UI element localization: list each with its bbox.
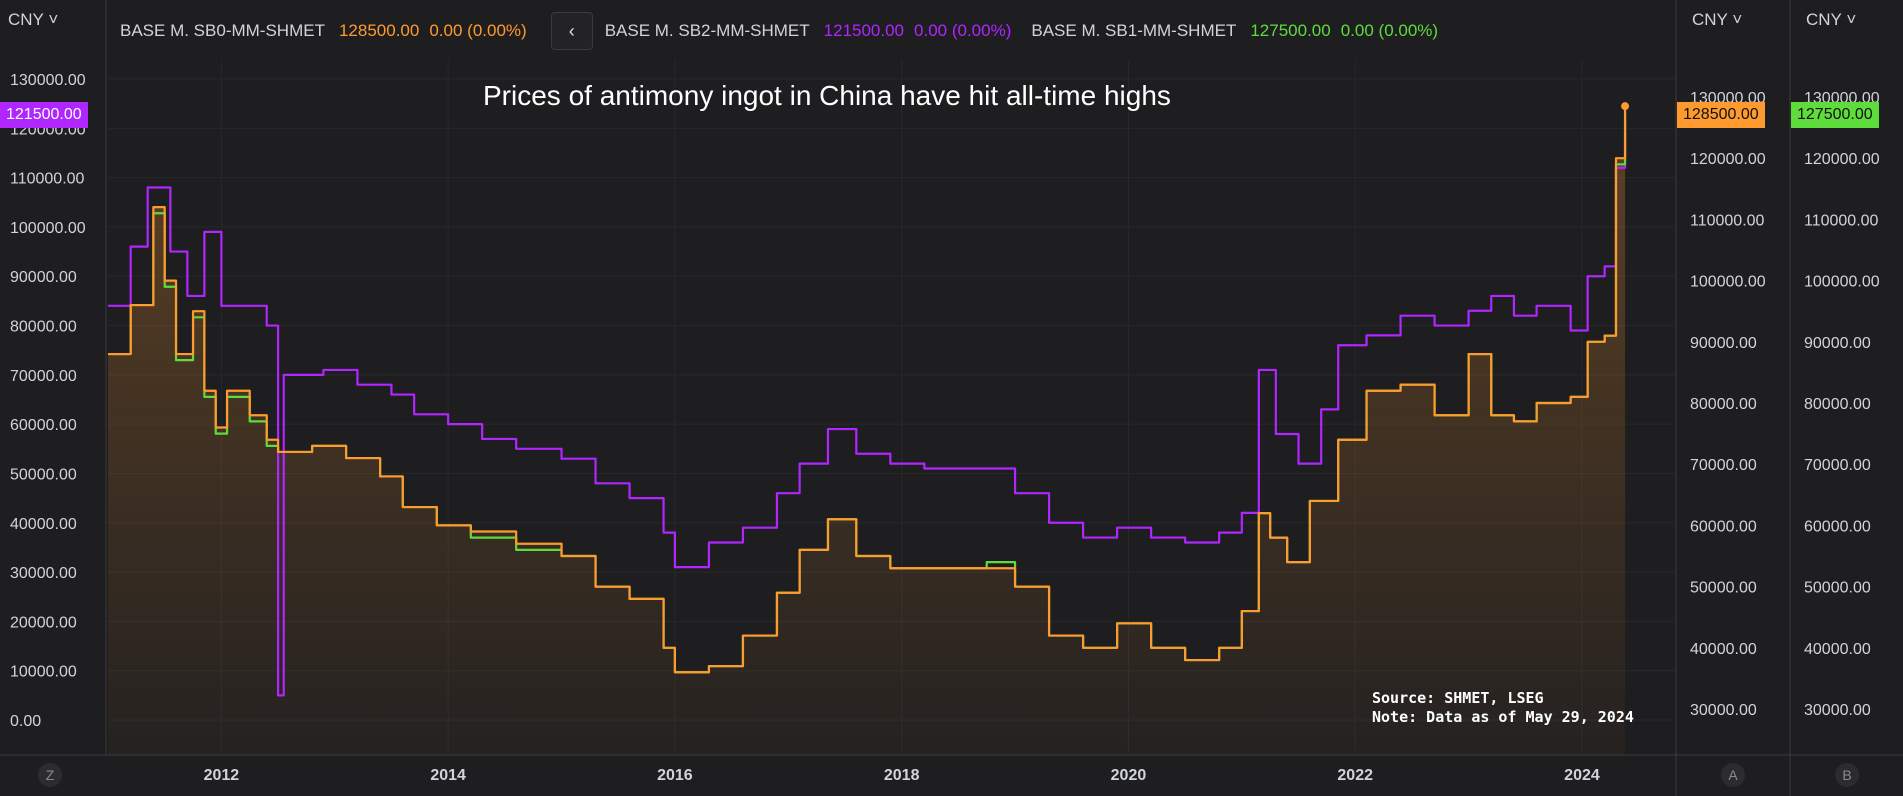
zoom-reset-button[interactable]: Z <box>38 763 62 787</box>
right-axis-a-tick-label: 70000.00 <box>1690 457 1757 474</box>
currency-selector-left[interactable]: CNY ˅ <box>8 10 58 30</box>
right-axis-b-tick-label: 50000.00 <box>1804 580 1871 597</box>
right-axis-b-tick-label: 60000.00 <box>1804 518 1871 535</box>
chevron-down-icon: ˅ <box>1732 10 1743 29</box>
x-axis-tick-label: 2020 <box>1111 767 1147 784</box>
currency-selector-right-b[interactable]: CNY ˅ <box>1806 10 1856 30</box>
x-axis-tick-label: 2022 <box>1337 767 1373 784</box>
right-axis-b-tick-label: 110000.00 <box>1804 212 1879 229</box>
legend-change-sb2: 0.00 (0.00%) <box>914 21 1012 40</box>
right-axis-b-tick-label: 90000.00 <box>1804 335 1871 352</box>
left-axis-tick-label: 50000.00 <box>10 466 77 483</box>
right-axis-a-tick-label: 60000.00 <box>1690 518 1757 535</box>
series-legend: BASE M. SB0-MM-SHMET 128500.00 0.00 (0.0… <box>120 10 1458 52</box>
left-axis-tick-label: 130000.00 <box>10 72 86 89</box>
left-axis-tick-label: 10000.00 <box>10 664 77 681</box>
currency-label: CNY <box>1806 10 1842 29</box>
last-price-badge-right-b: 127500.00 <box>1791 102 1879 128</box>
legend-price-sb0: 128500.00 <box>338 21 420 40</box>
right-axis-a-tick-label: 110000.00 <box>1690 212 1765 229</box>
last-price-badge-right-a: 128500.00 <box>1677 102 1765 128</box>
right-axis-a-tick-label: 50000.00 <box>1690 580 1757 597</box>
auto-scale-button-b[interactable]: B <box>1835 763 1859 787</box>
left-axis-tick-label: 90000.00 <box>10 269 77 286</box>
x-axis-tick-label: 2014 <box>430 767 466 784</box>
left-axis-tick-label: 0.00 <box>10 713 41 730</box>
last-price-badge-left: 121500.00 <box>0 102 88 128</box>
right-axis-b-tick-label: 120000.00 <box>1804 151 1880 168</box>
legend-change-sb0: 0.00 (0.00%) <box>429 21 527 40</box>
area-fill-sb0 <box>108 106 1626 756</box>
x-axis-tick-label: 2016 <box>657 767 693 784</box>
left-axis-tick-label: 40000.00 <box>10 516 77 533</box>
legend-price-sb2: 121500.00 <box>823 21 905 40</box>
right-axis-a-tick-label: 80000.00 <box>1690 396 1757 413</box>
right-axis-b-tick-label: 40000.00 <box>1804 641 1871 658</box>
last-point-marker <box>1621 102 1630 111</box>
auto-scale-button-a[interactable]: A <box>1721 763 1745 787</box>
legend-price-sb1: 127500.00 <box>1250 21 1331 40</box>
chevron-down-icon: ˅ <box>1846 10 1857 29</box>
x-axis-tick-label: 2024 <box>1564 767 1600 784</box>
chevron-left-icon[interactable]: ‹ <box>550 12 593 50</box>
legend-change-sb1: 0.00 (0.00%) <box>1340 21 1439 40</box>
chevron-down-icon: ˅ <box>48 10 59 29</box>
currency-label: CNY <box>1692 10 1728 29</box>
source-note: Source: SHMET, LSEG <box>1372 689 1544 707</box>
currency-selector-right-a[interactable]: CNY ˅ <box>1692 10 1742 30</box>
right-axis-b-tick-label: 100000.00 <box>1804 274 1880 291</box>
right-axis-a-tick-label: 90000.00 <box>1690 335 1757 352</box>
series-line-sb2-mm-shmet <box>108 120 1627 697</box>
legend-name-sb0: BASE M. SB0-MM-SHMET <box>120 21 325 40</box>
left-axis-tick-label: 20000.00 <box>10 614 77 631</box>
currency-label: CNY <box>8 10 44 29</box>
chart-title: Prices of antimony ingot in China have h… <box>483 80 1171 111</box>
date-note: Note: Data as of May 29, 2024 <box>1372 708 1634 726</box>
legend-name-sb1: BASE M. SB1-MM-SHMET <box>1031 21 1237 40</box>
right-axis-a-tick-label: 100000.00 <box>1690 274 1766 291</box>
x-axis-tick-label: 2018 <box>884 767 920 784</box>
left-axis-tick-label: 30000.00 <box>10 565 77 582</box>
left-axis-tick-label: 110000.00 <box>10 171 85 188</box>
right-axis-a-tick-label: 30000.00 <box>1690 702 1757 719</box>
right-axis-a-tick-label: 120000.00 <box>1690 151 1766 168</box>
left-axis-tick-label: 80000.00 <box>10 319 77 336</box>
x-axis-tick-label: 2012 <box>204 767 240 784</box>
left-axis-tick-label: 70000.00 <box>10 368 77 385</box>
series-line-sb0-mm-shmet <box>108 106 1627 674</box>
right-axis-a-tick-label: 40000.00 <box>1690 641 1757 658</box>
left-axis-tick-label: 60000.00 <box>10 417 77 434</box>
legend-name-sb2: BASE M. SB2-MM-SHMET <box>604 21 810 40</box>
right-axis-b-tick-label: 30000.00 <box>1804 702 1871 719</box>
left-axis-tick-label: 100000.00 <box>10 220 86 237</box>
right-axis-b-tick-label: 80000.00 <box>1804 396 1871 413</box>
right-axis-b-tick-label: 70000.00 <box>1804 457 1871 474</box>
